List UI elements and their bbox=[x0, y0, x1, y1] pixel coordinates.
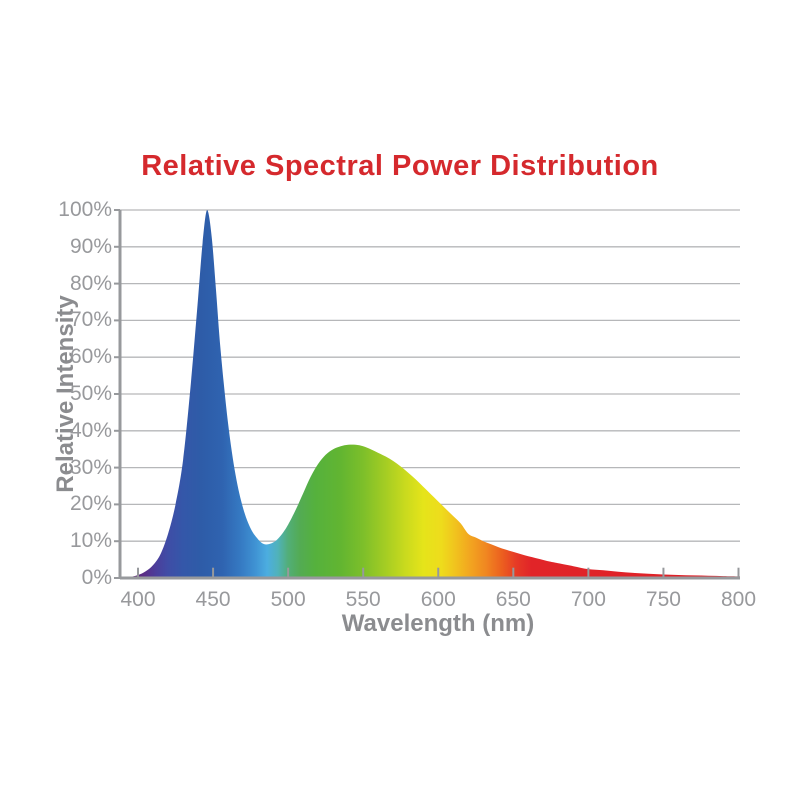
y-tick-label: 40% bbox=[69, 418, 112, 442]
x-tick-label: 750 bbox=[645, 588, 681, 611]
chart-title: Relative Spectral Power Distribution bbox=[141, 150, 659, 182]
y-tick-label: 80% bbox=[69, 271, 112, 295]
x-tick-label: 700 bbox=[570, 588, 606, 611]
y-tick-label: 60% bbox=[69, 345, 112, 369]
x-tick-label: 650 bbox=[495, 588, 531, 611]
spd-curve-area bbox=[120, 210, 741, 578]
spd-plot-area bbox=[120, 210, 741, 578]
x-tick-label: 450 bbox=[195, 588, 231, 611]
x-tick-label: 600 bbox=[420, 588, 456, 611]
y-tick-label: 100% bbox=[58, 198, 112, 221]
x-tick-label: 500 bbox=[270, 588, 306, 611]
x-tick-label: 400 bbox=[120, 588, 156, 611]
y-tick-label: 0% bbox=[81, 566, 112, 589]
y-tick-label: 50% bbox=[69, 382, 112, 405]
y-tick-label: 30% bbox=[69, 455, 112, 479]
x-tick-label: 800 bbox=[720, 588, 757, 611]
x-axis-title: Wavelength (nm) bbox=[341, 610, 535, 637]
y-tick-label: 70% bbox=[69, 308, 112, 332]
x-tick-label: 550 bbox=[345, 588, 381, 611]
y-tick-label: 20% bbox=[69, 492, 112, 516]
y-tick-label: 10% bbox=[69, 529, 112, 553]
axis-lines bbox=[120, 210, 740, 578]
y-tick-label: 90% bbox=[69, 234, 112, 258]
